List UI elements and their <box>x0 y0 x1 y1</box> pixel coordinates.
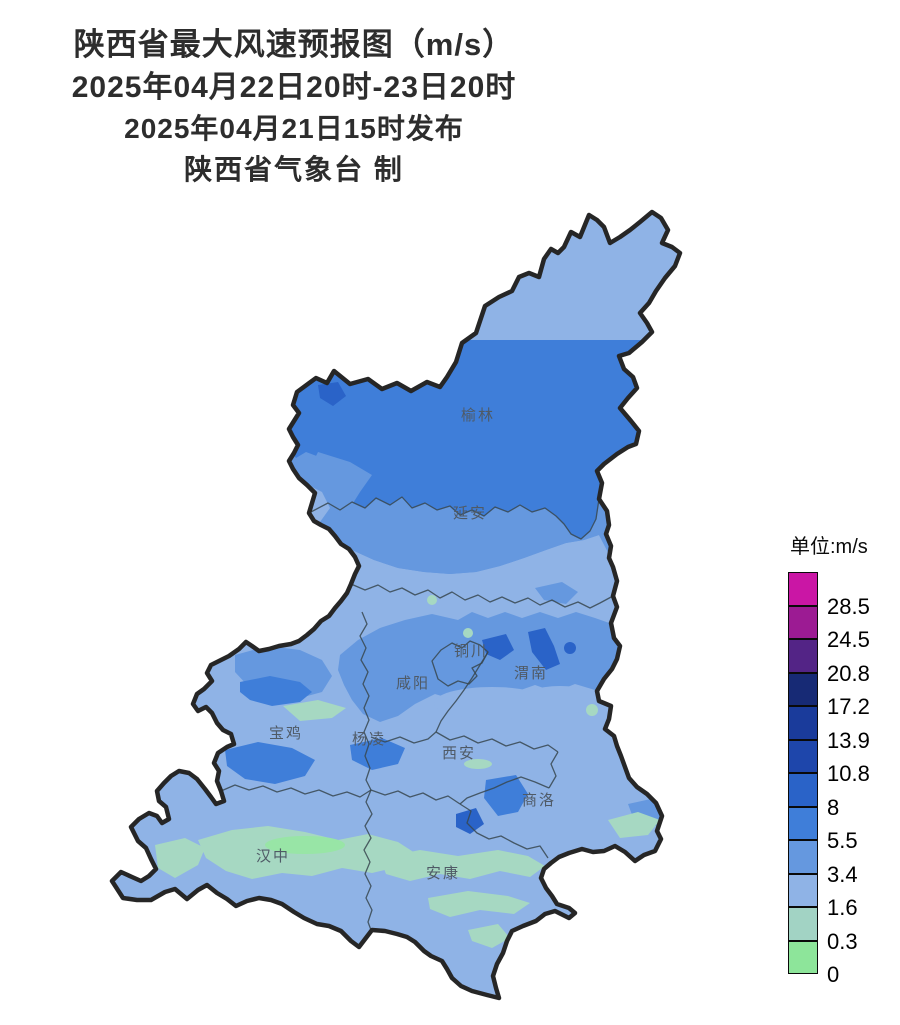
city-label-yangling: 杨凌 <box>352 731 386 748</box>
city-label-ankang: 安康 <box>426 865 460 882</box>
city-label-xianyang: 咸阳 <box>396 675 430 692</box>
city-label-tongchuan: 铜川 <box>454 643 488 660</box>
issuing-agency: 陕西省气象台 制 <box>184 153 404 185</box>
city-label-weinan: 渭南 <box>514 665 548 682</box>
city-label-yulin: 榆林 <box>461 407 495 424</box>
city-label-yanan: 延安 <box>453 505 487 522</box>
city-labels: 榆林 延安 铜川 渭南 咸阳 宝鸡 杨凌 西安 商洛 汉中 安康 <box>256 407 556 882</box>
prefecture-borders <box>220 496 614 931</box>
city-label-shangluo: 商洛 <box>522 792 556 809</box>
forecast-period: 2025年04月22日20时-23日20时 <box>71 70 517 104</box>
city-label-xian: 西安 <box>442 745 476 762</box>
city-label-baoji: 宝鸡 <box>269 725 303 742</box>
city-label-hanzhong: 汉中 <box>256 848 290 865</box>
issue-time: 2025年04月21日15时发布 <box>124 113 464 145</box>
map-title: 陕西省最大风速预报图（m/s） <box>73 27 515 62</box>
title-block: 陕西省最大风速预报图（m/s） 2025年04月22日20时-23日20时 20… <box>0 24 588 189</box>
province-outline <box>109 209 683 1001</box>
